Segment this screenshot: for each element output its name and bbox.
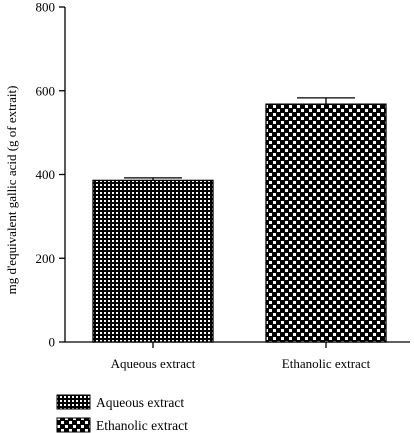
y-tick-label: 200 [36,251,56,266]
y-axis-ticks: 0 200 400 600 800 [36,0,65,350]
x-tick-label-aqueous: Aqueous extract [111,356,196,371]
legend: Aqueous extract Ethanolic extract [56,394,188,433]
bar-ethanolic [265,103,387,343]
y-tick-label: 400 [36,167,56,182]
y-tick-label: 600 [36,83,56,98]
bars [92,103,387,343]
y-tick-label: 800 [36,0,56,15]
legend-swatch-aqueous [56,394,91,410]
x-axis-ticks [152,342,327,348]
y-axis-label: mg d'equivalent gallic acid (g of extrai… [4,86,19,295]
y-tick-label: 0 [49,335,56,350]
x-tick-label-ethanolic: Ethanolic extract [282,356,371,371]
error-bars [124,97,355,181]
legend-label-ethanolic: Ethanolic extract [96,418,188,433]
legend-label-aqueous: Aqueous extract [96,395,184,410]
bar-aqueous [92,179,214,343]
legend-swatch-ethanolic [56,417,91,433]
